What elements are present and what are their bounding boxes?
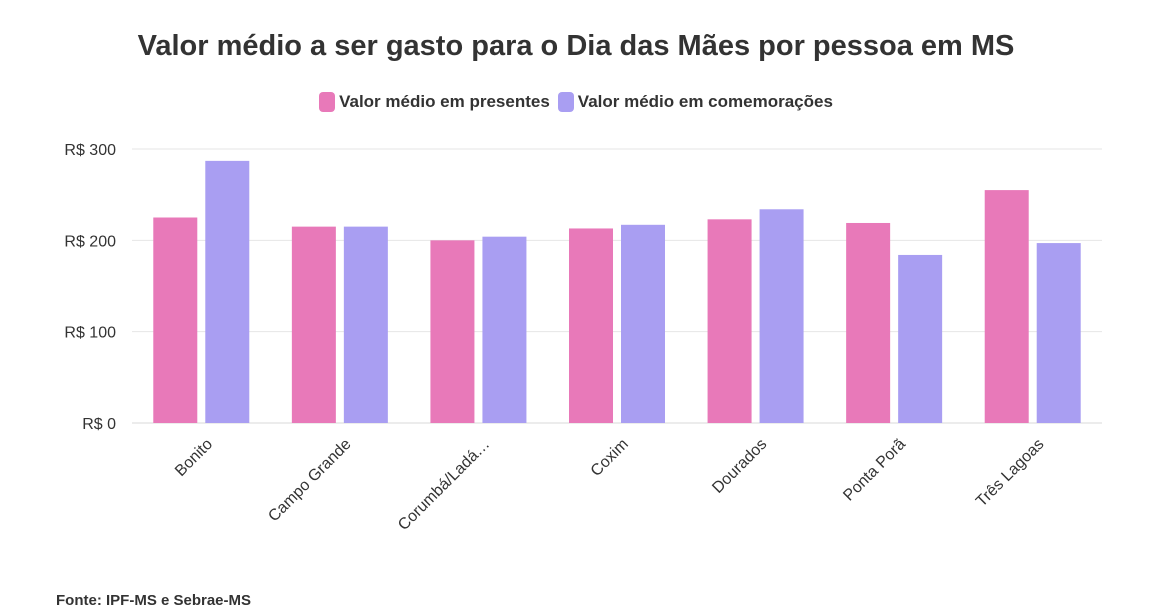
bar-comemoracoes[interactable] (1036, 243, 1081, 423)
y-tick-label: R$ 200 (64, 233, 116, 250)
x-tick-label: Dourados (709, 436, 770, 497)
bar-presentes[interactable] (153, 217, 198, 424)
bar-presentes[interactable] (569, 228, 613, 423)
source-note: Fonte: IPF-MS e Sebrae-MS (56, 592, 252, 609)
x-tick-label: Corumbá/Ladá… (395, 436, 493, 534)
bar-comemoracoes[interactable] (343, 226, 388, 423)
x-axis: Bonito Campo Grande Corumbá/Ladá… Coxim Dour… (172, 436, 1048, 534)
legend-item-comemoracoes[interactable]: Valor médio em comemorações (557, 92, 833, 112)
bar-comemoracoes[interactable] (759, 209, 804, 423)
y-tick-label: R$ 100 (64, 325, 116, 342)
legend-swatch-presentes (319, 92, 336, 112)
bar-presentes[interactable] (430, 240, 475, 423)
bar-comemoracoes[interactable] (621, 224, 665, 423)
bar-presentes[interactable] (984, 190, 1029, 423)
bar-comemoracoes[interactable] (898, 254, 943, 423)
y-tick-label: R$ 300 (64, 142, 116, 159)
x-tick-label: Três Lagoas (973, 436, 1047, 510)
y-tick-label: R$ 0 (82, 416, 116, 433)
chart-title: Valor médio a ser gasto para o Dia das M… (137, 30, 1015, 62)
legend-item-presentes[interactable]: Valor médio em presentes (319, 92, 550, 112)
chart-legend: Valor médio em presentes Valor médio em … (0, 92, 1152, 112)
bar-comemoracoes[interactable] (482, 236, 527, 423)
bar-presentes[interactable] (291, 226, 336, 423)
x-tick-label: Coxim (588, 436, 632, 480)
bar-presentes[interactable] (846, 222, 891, 423)
grid-layer (132, 148, 1102, 424)
x-tick-label: Ponta Porã (840, 436, 909, 505)
x-tick-label: Bonito (172, 436, 216, 480)
bars-layer (153, 160, 1081, 424)
x-tick-label: Campo Grande (265, 436, 354, 525)
bar-presentes[interactable] (707, 219, 752, 423)
legend-swatch-comemoracoes (557, 92, 574, 112)
bar-comemoracoes[interactable] (205, 160, 250, 423)
y-axis: R$ 0 R$ 100 R$ 200 R$ 300 (64, 142, 116, 433)
legend-label-presentes: Valor médio em presentes (339, 92, 550, 111)
legend-label-comemoracoes: Valor médio em comemorações (577, 92, 833, 111)
